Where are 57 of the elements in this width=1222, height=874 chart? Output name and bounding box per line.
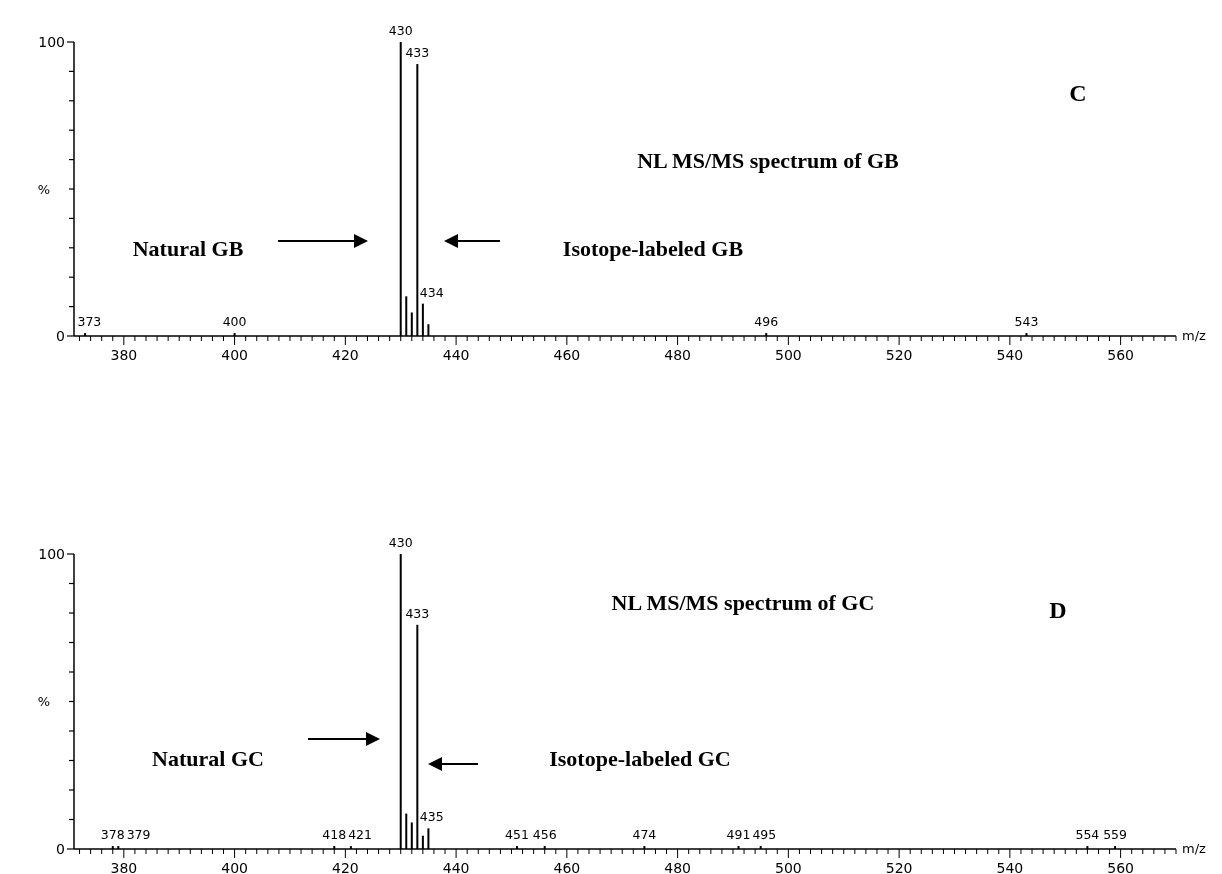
annotation: 430 [388,23,413,38]
annotation: 421 [348,827,372,843]
y-tick-label: 0 [56,840,65,857]
annotation: 554 [1075,827,1100,843]
annotation: 418 [322,827,347,843]
annotation: 433 [405,45,430,61]
y-tick-label: 100 [38,545,65,562]
x-axis-title: m/z [1182,328,1207,343]
y-tick-label: 100 [38,33,65,50]
annotation: 495 [752,827,777,843]
x-tick-label: 540 [996,347,1024,363]
x-tick-label: 460 [553,347,581,363]
x-tick-label: 560 [1107,860,1134,874]
annotation: 379 [126,827,151,843]
x-tick-label: 520 [885,347,913,363]
annotation: 559 [1103,827,1128,843]
annotation: 491 [726,827,751,843]
x-tick-label: 400 [221,860,248,874]
annotation: Isotope-labeled GC [549,745,731,771]
x-tick-label: 560 [1107,347,1134,363]
annotation: 435 [419,809,444,825]
x-tick-label: 440 [442,347,470,363]
y-axis-title: % [37,181,51,197]
annotation: 496 [754,314,779,330]
annotation: 456 [532,827,557,843]
annotation: 373 [77,314,102,330]
annotation: 434 [419,284,444,300]
x-tick-label: 440 [442,860,470,874]
x-tick-label: 500 [774,347,802,363]
x-tick-label: 520 [885,860,913,874]
x-tick-label: 460 [553,860,581,874]
x-tick-label: 380 [110,860,138,874]
x-tick-label: 380 [110,347,138,363]
annotation: C [1069,80,1087,107]
annotation: Natural GC [152,745,264,771]
x-tick-label: 480 [664,860,691,874]
annotation: 400 [222,314,247,330]
y-tick-label: 0 [56,327,65,344]
x-tick-label: 500 [774,860,802,874]
annotation: 451 [505,827,529,843]
annotation: Natural GB [132,235,244,261]
x-tick-label: 480 [664,347,691,363]
text: NL MS/MS spectrum of GC [611,590,875,615]
x-tick-label: 400 [221,347,248,363]
annotation: Isotope-labeled GB [562,235,744,261]
annotation: 378 [100,827,125,843]
annotation: 543 [1014,314,1039,330]
annotation: 430 [388,535,413,550]
annotation: 474 [632,827,657,843]
annotation: D [1049,597,1067,624]
text: NL MS/MS spectrum of GB [637,148,900,173]
x-tick-label: 420 [331,347,359,363]
x-tick-label: 540 [996,860,1024,874]
x-tick-label: 420 [331,860,359,874]
x-axis-title: m/z [1182,841,1207,856]
y-axis-title: % [37,694,51,710]
annotation: 433 [405,605,430,621]
